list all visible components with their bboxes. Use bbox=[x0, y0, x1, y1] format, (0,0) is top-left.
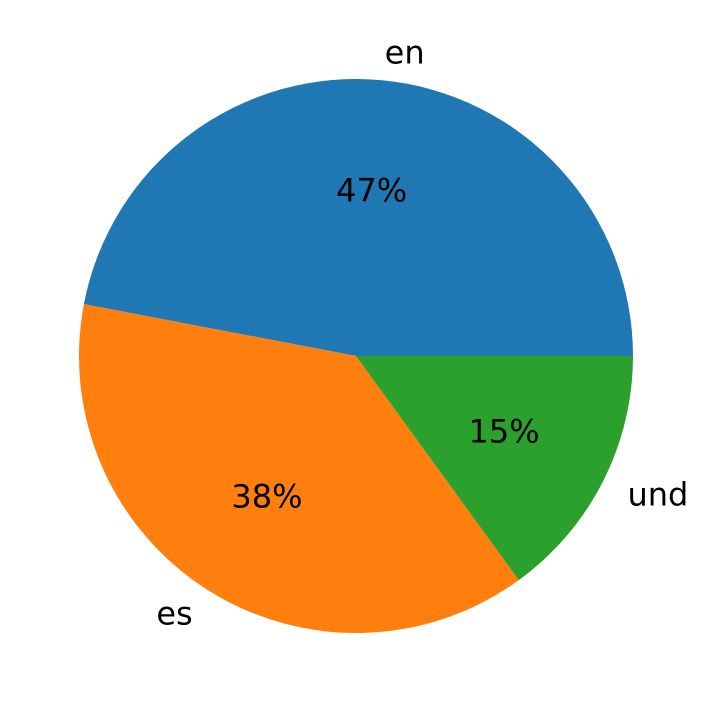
pie-labels: 47% en 38% es 15% und bbox=[156, 34, 688, 633]
pie-slices bbox=[78, 79, 633, 634]
pie-slice-en bbox=[83, 79, 633, 357]
pie-pct-label-es: 38% bbox=[231, 477, 302, 515]
pie-pct-label-und: 15% bbox=[469, 412, 540, 450]
pie-category-label-es: es bbox=[156, 594, 192, 632]
pie-slice-und bbox=[356, 356, 633, 581]
pie-pct-label-en: 47% bbox=[336, 172, 407, 210]
pie-category-label-en: en bbox=[385, 34, 425, 72]
pie-slice-es bbox=[78, 304, 519, 634]
pie-category-label-und: und bbox=[627, 475, 688, 513]
